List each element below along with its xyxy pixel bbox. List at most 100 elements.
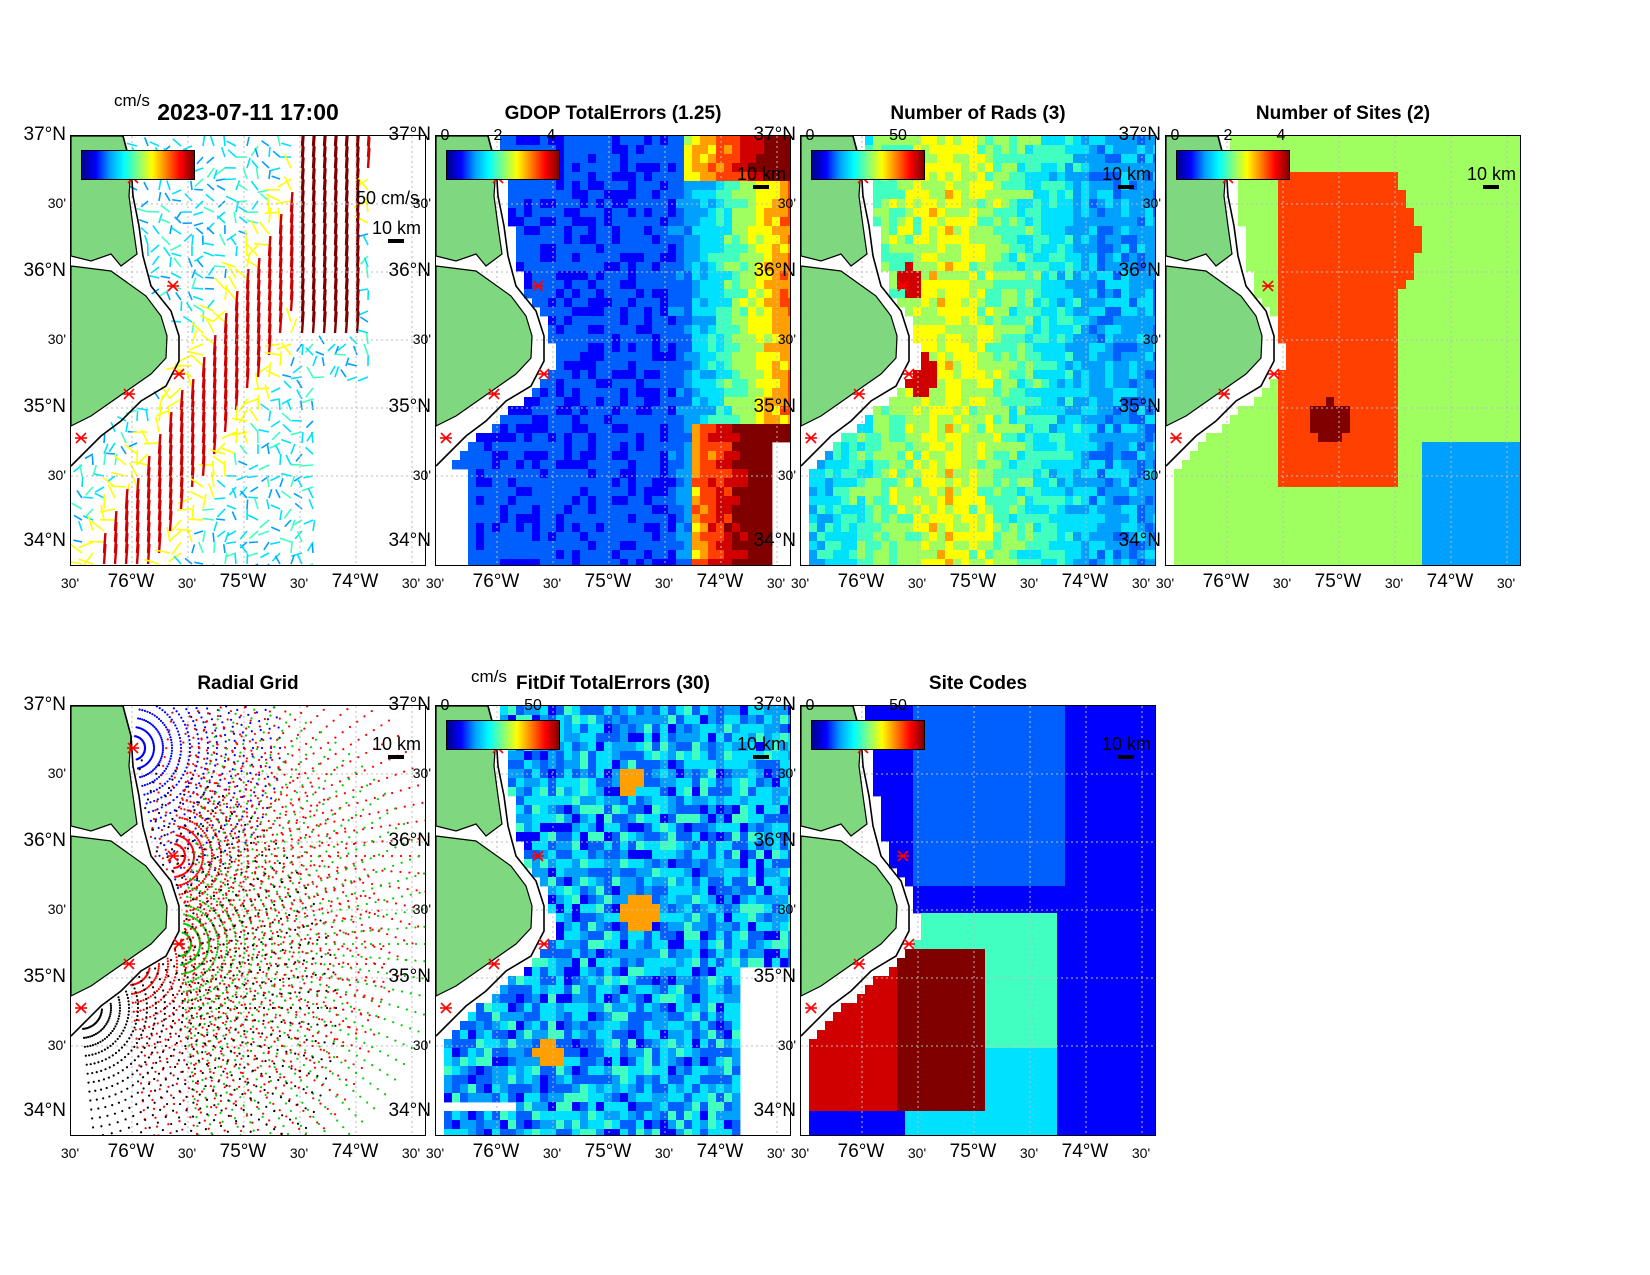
latitude-label: 30' <box>412 331 431 347</box>
radar-site-marker <box>1218 388 1230 400</box>
map-plot-area: 10 km 50 cm/s <box>70 135 426 566</box>
longitude-label: 30' <box>1496 575 1516 591</box>
latitude-label: 34°N <box>1118 530 1161 551</box>
latitude-label: 34°N <box>753 1100 796 1121</box>
radar-site-marker <box>488 388 500 400</box>
longitude-label: 30' <box>289 1145 309 1161</box>
longitude-label: 76°W <box>1202 571 1250 592</box>
longitude-label: 30' <box>907 575 927 591</box>
scale-label: 10 km <box>1101 734 1151 754</box>
radar-site-marker <box>173 938 185 950</box>
longitude-label: 30' <box>177 575 197 591</box>
scale-label: 10 km <box>1101 164 1151 184</box>
colorbar-tick: 0 <box>1170 127 1180 144</box>
coastline <box>1166 136 1275 467</box>
latitude-label: 37°N <box>23 124 66 145</box>
latitude-label: 35°N <box>23 966 66 987</box>
coastline <box>436 706 545 1037</box>
latitude-label: 30' <box>412 901 431 917</box>
colorbar <box>811 150 925 180</box>
latitude-label: 35°N <box>388 966 431 987</box>
latitude-label: 30' <box>777 331 796 347</box>
panel-title: 2023-07-11 17:00 <box>157 99 339 125</box>
longitude-label: 74°W <box>1061 1141 1109 1162</box>
latitude-label: 37°N <box>388 694 431 715</box>
map-canvas <box>436 706 790 1135</box>
latitude-label: 30' <box>47 901 66 917</box>
longitude-label: 30' <box>907 1145 927 1161</box>
radar-site-marker <box>1170 432 1182 444</box>
longitude-label: 30' <box>401 1145 421 1161</box>
latitude-label: 30' <box>47 331 66 347</box>
map-canvas <box>71 706 425 1135</box>
colorbar <box>811 720 925 750</box>
scale-bar: 10 km <box>1102 734 1151 759</box>
panel-title: Number of Rads (3) <box>890 103 1066 124</box>
heatmap-cells <box>444 706 790 1135</box>
radar-site-marker <box>897 850 909 862</box>
colorbar <box>1176 150 1290 180</box>
longitude-label: 30' <box>766 575 786 591</box>
colorbar-tick: 0 <box>805 697 815 714</box>
radar-site-marker <box>532 280 544 292</box>
map-plot-area: 10 km <box>800 705 1156 1136</box>
colorbar-tick: 50 <box>889 127 907 144</box>
longitude-label: 74°W <box>1061 571 1109 592</box>
coastline <box>801 136 910 467</box>
latitude-label: 37°N <box>1118 124 1161 145</box>
longitude-label: 30' <box>60 1145 80 1161</box>
heatmap-cells <box>1174 136 1520 565</box>
longitude-label: 30' <box>1019 575 1039 591</box>
latitude-label: 35°N <box>388 396 431 417</box>
radar-site-marker <box>538 368 550 380</box>
radar-site-marker <box>440 432 452 444</box>
radar-site-marker <box>903 938 915 950</box>
longitude-label: 30' <box>790 575 810 591</box>
radial-grid-points <box>82 759 338 1135</box>
latitude-label: 36°N <box>753 260 796 281</box>
longitude-label: 30' <box>790 1145 810 1161</box>
longitude-label: 30' <box>60 575 80 591</box>
map-canvas <box>801 706 1155 1135</box>
latitude-label: 30' <box>777 467 796 483</box>
map-canvas <box>436 136 790 565</box>
latitude-label: 30' <box>1142 467 1161 483</box>
longitude-label: 74°W <box>331 1141 379 1162</box>
scale-bar: 10 km <box>372 734 421 759</box>
map-panel-nsites: Number of Sites (2) 10 km 0 2 4 37°N 30' 36°N 30… <box>1119 103 1521 592</box>
coastline <box>71 136 180 467</box>
colorbar <box>446 720 560 750</box>
radial-grid-points <box>130 711 386 1135</box>
map-panel-gdop: GDOP TotalErrors (1.25) 10 km 0 2 4 37°N 30' 36… <box>389 103 791 592</box>
longitude-label: 76°W <box>837 1141 885 1162</box>
colorbar-tick: 0 <box>440 697 450 714</box>
longitude-label: 30' <box>654 575 674 591</box>
map-panel-sitecodes: Site Codes 10 km 0 50 37°N 30' 36°N 30' 35°N 30' 3… <box>754 673 1156 1162</box>
radar-site-marker <box>805 432 817 444</box>
longitude-label: 76°W <box>107 1141 155 1162</box>
units-label: cm/s <box>471 667 507 686</box>
latitude-label: 30' <box>47 765 66 781</box>
latitude-label: 30' <box>1142 195 1161 211</box>
longitude-label: 30' <box>1272 575 1292 591</box>
longitude-label: 75°W <box>584 1141 632 1162</box>
latitude-label: 30' <box>777 765 796 781</box>
map-plot-area: 10 km <box>800 135 1156 566</box>
latitude-label: 34°N <box>23 1100 66 1121</box>
latitude-label: 37°N <box>23 694 66 715</box>
latitude-label: 34°N <box>388 530 431 551</box>
scale-bar: 10 km <box>1467 164 1516 189</box>
radar-site-marker <box>538 938 550 950</box>
map-plot-area: 10 km <box>435 705 791 1136</box>
scale-label: 10 km <box>371 734 421 754</box>
latitude-label: 30' <box>47 195 66 211</box>
longitude-label: 30' <box>542 575 562 591</box>
map-plot-area: 10 km <box>435 135 791 566</box>
colorbar-tick: 2 <box>1223 127 1233 144</box>
latitude-label: 36°N <box>23 830 66 851</box>
scale-label: 10 km <box>736 734 786 754</box>
map-canvas <box>1166 136 1520 565</box>
radar-site-marker <box>488 958 500 970</box>
radar-site-marker <box>75 432 87 444</box>
radar-site-marker <box>173 368 185 380</box>
